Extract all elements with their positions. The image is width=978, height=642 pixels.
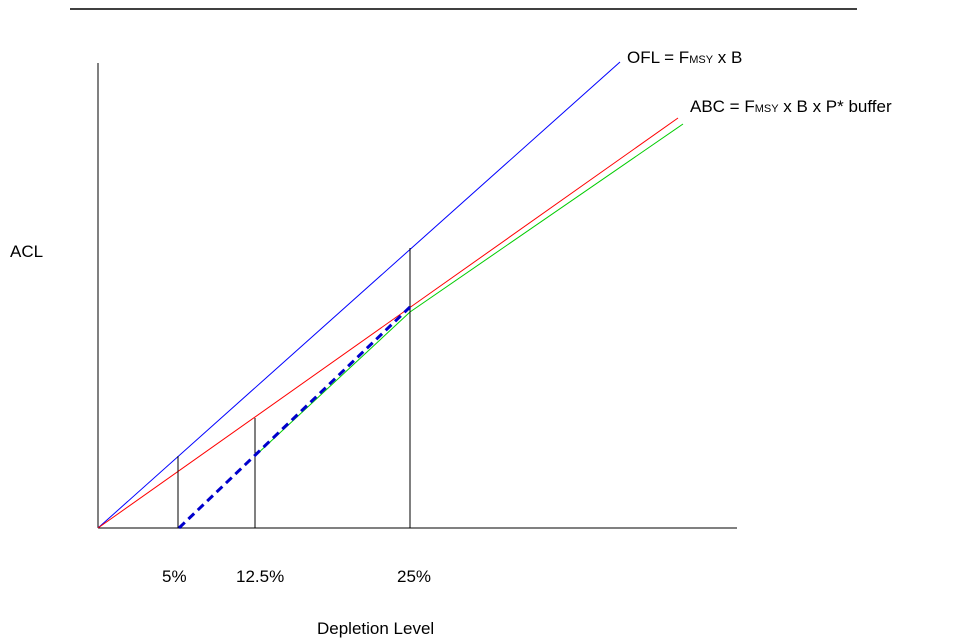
ofl-label-sub: MSY [689,54,714,66]
abc-line [97,117,679,529]
abc-label-sub: MSY [754,103,779,115]
ofl-label-suffix: x B [713,48,743,67]
abc-label-suffix: x B x P* buffer [778,97,892,116]
tick-label-12-5pct: 12.5% [236,567,285,586]
tick-label-5pct: 5% [162,567,187,586]
control-rule-line [254,311,411,457]
abc-label-prefix: ABC = F [690,97,755,116]
tick-label-25pct: 25% [397,567,432,586]
x-axis-label: Depletion Level [317,619,435,638]
dashed-control-rule [177,305,412,530]
abc-label: ABC = FMSY x B x P* buffer [690,98,892,115]
ofl-line [97,61,621,529]
ofl-label: OFL = FMSY x B [627,49,742,66]
ofl-label-prefix: OFL = F [627,48,690,67]
control-rule-line-upper [409,123,684,313]
y-axis-label: ACL [10,242,44,261]
